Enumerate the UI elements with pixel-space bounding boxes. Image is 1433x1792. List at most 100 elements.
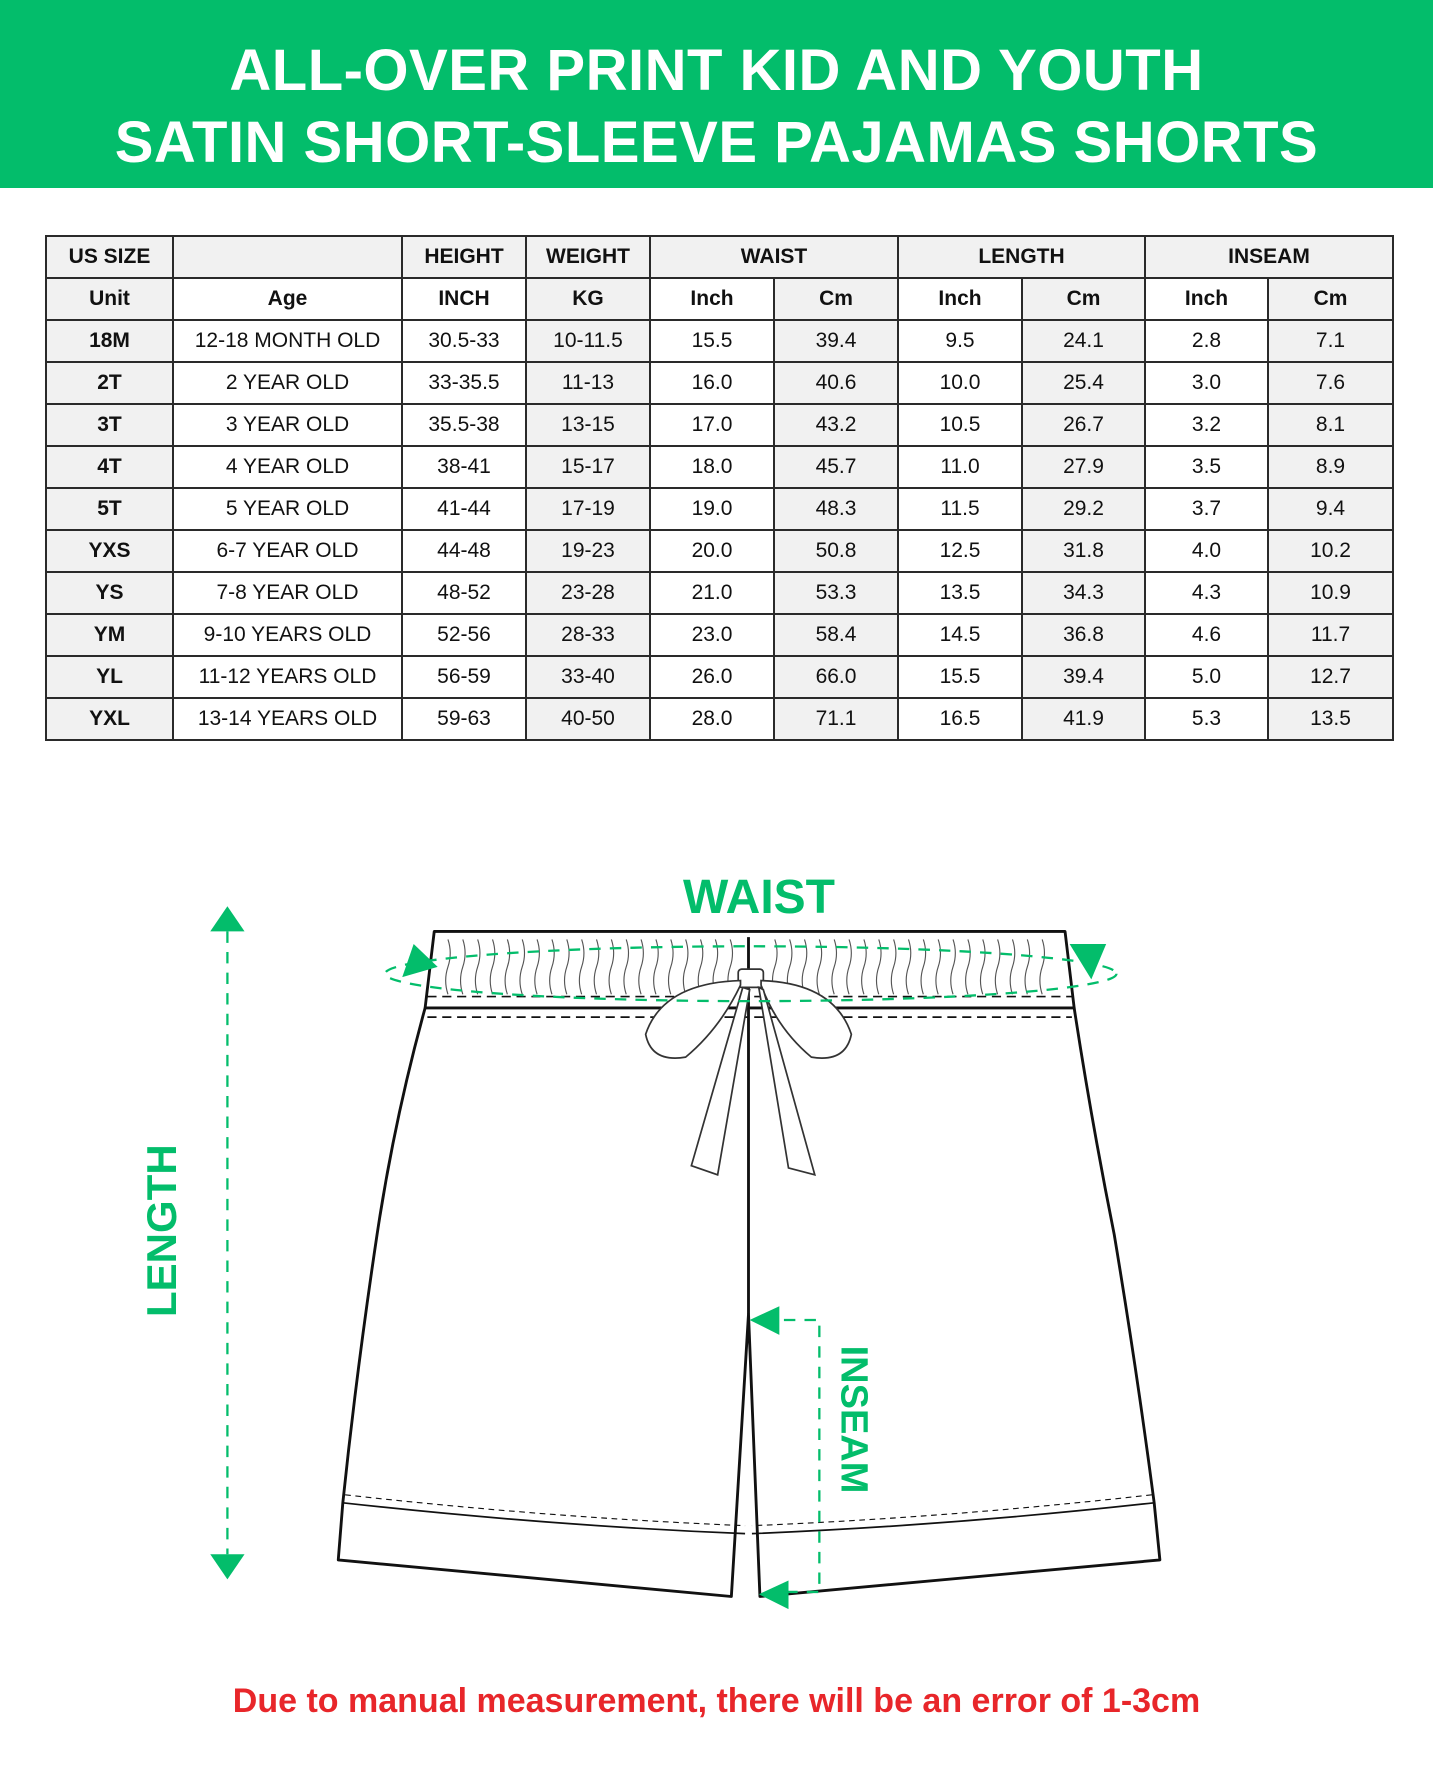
value-cell: 21.0: [649, 571, 775, 615]
value-cell: 10.0: [897, 361, 1023, 405]
table-row: 3T 3 YEAR OLD 35.5-38 13-15 17.0 43.2 10.5 26.7…: [45, 403, 1394, 447]
value-cell: 11.5: [897, 487, 1023, 531]
gather-line: [950, 939, 956, 995]
value-cell: 11.7: [1267, 613, 1394, 657]
value-cell: 50.8: [773, 529, 899, 573]
table-row: 4T 4 YEAR OLD 38-41 15-17 18.0 45.7 11.0 27.9 3.…: [45, 445, 1394, 489]
sub-header-cell: KG: [525, 277, 651, 321]
sub-header-cell: Inch: [649, 277, 775, 321]
value-cell: 10.9: [1267, 571, 1394, 615]
value-cell: 66.0: [773, 655, 899, 699]
value-cell: 44-48: [401, 529, 527, 573]
value-cell: 17-19: [525, 487, 651, 531]
value-cell: 56-59: [401, 655, 527, 699]
value-cell: 7.6: [1267, 361, 1394, 405]
value-cell: 29.2: [1021, 487, 1146, 531]
sub-header-cell: Unit: [45, 277, 174, 321]
size-cell: 5T: [45, 487, 174, 531]
group-header-cell: LENGTH: [897, 235, 1146, 279]
waist-measure-line: [383, 945, 1118, 1003]
value-cell: 23.0: [649, 613, 775, 657]
size-cell: YXL: [45, 697, 174, 741]
value-cell: 9.5: [897, 319, 1023, 363]
value-cell: 13.5: [897, 571, 1023, 615]
gather-line: [905, 939, 912, 995]
value-cell: 15.5: [897, 655, 1023, 699]
value-cell: 3.7: [1144, 487, 1269, 531]
value-cell: 48.3: [773, 487, 899, 531]
length-label: LENGTH: [138, 1144, 185, 1317]
length-arrow-up-icon: [210, 906, 245, 932]
value-cell: 7-8 YEAR OLD: [172, 571, 403, 615]
table-row: 5T 5 YEAR OLD 41-44 17-19 19.0 48.3 11.5 29.2 3.…: [45, 487, 1394, 531]
value-cell: 4.6: [1144, 613, 1269, 657]
value-cell: 12.7: [1267, 655, 1394, 699]
value-cell: 45.7: [773, 445, 899, 489]
table-row: YL 11-12 YEARS OLD 56-59 33-40 26.0 66.0 15.5 3…: [45, 655, 1394, 699]
gather-line: [1009, 939, 1016, 995]
inseam-measure-line: [763, 1318, 821, 1594]
value-cell: 13-15: [525, 403, 651, 447]
value-cell: 16.5: [897, 697, 1023, 741]
value-cell: 13-14 YEARS OLD: [172, 697, 403, 741]
gather-line: [890, 939, 897, 995]
gather-line: [519, 939, 526, 995]
size-chart-table: US SIZE HEIGHT WEIGHT WAIST LENGTH INSEAM Unit…: [45, 235, 1394, 741]
value-cell: 36.8: [1021, 613, 1146, 657]
length-arrow-down-icon: [210, 1554, 245, 1580]
gather-line: [920, 939, 927, 995]
value-cell: 15-17: [525, 445, 651, 489]
value-cell: 26.0: [649, 655, 775, 699]
value-cell: 28-33: [525, 613, 651, 657]
gather-line: [578, 939, 585, 995]
value-cell: 3.0: [1144, 361, 1269, 405]
value-cell: 31.8: [1021, 529, 1146, 573]
table-row: 2T 2 YEAR OLD 33-35.5 11-13 16.0 40.6 10.0 25.4…: [45, 361, 1394, 405]
value-cell: 71.1: [773, 697, 899, 741]
value-cell: 11-13: [525, 361, 651, 405]
value-cell: 15.5: [649, 319, 775, 363]
value-cell: 40.6: [773, 361, 899, 405]
value-cell: 17.0: [649, 403, 775, 447]
sub-header-cell: Inch: [1144, 277, 1269, 321]
value-cell: 2 YEAR OLD: [172, 361, 403, 405]
value-cell: 28.0: [649, 697, 775, 741]
inseam-arrow-top-icon: [749, 1306, 780, 1335]
value-cell: 11.0: [897, 445, 1023, 489]
gather-line: [593, 939, 600, 995]
value-cell: 20.0: [649, 529, 775, 573]
drawstring-bow: [644, 968, 853, 1177]
table-row: 18M 12-18 MONTH OLD 30.5-33 10-11.5 15.5 39.4…: [45, 319, 1394, 363]
size-cell: 18M: [45, 319, 174, 363]
waist-arrow-right-icon: [1069, 943, 1107, 980]
value-cell: 33-35.5: [401, 361, 527, 405]
value-cell: 48-52: [401, 571, 527, 615]
value-cell: 12-18 MONTH OLD: [172, 319, 403, 363]
group-header-cell: WAIST: [649, 235, 899, 279]
value-cell: 9.4: [1267, 487, 1394, 531]
value-cell: 2.8: [1144, 319, 1269, 363]
value-cell: 24.1: [1021, 319, 1146, 363]
gather-line: [1039, 939, 1046, 995]
value-cell: 6-7 YEAR OLD: [172, 529, 403, 573]
gather-line: [459, 939, 466, 995]
sub-header-cell: Age: [172, 277, 403, 321]
value-cell: 43.2: [773, 403, 899, 447]
size-cell: YM: [45, 613, 174, 657]
value-cell: 52-56: [401, 613, 527, 657]
gather-line: [682, 939, 689, 995]
value-cell: 12.5: [897, 529, 1023, 573]
value-cell: 3 YEAR OLD: [172, 403, 403, 447]
gather-line: [623, 939, 630, 995]
group-header-cell: INSEAM: [1144, 235, 1394, 279]
value-cell: 3.5: [1144, 445, 1269, 489]
gather-line: [563, 939, 570, 995]
sub-header-row: Unit Age INCH KG Inch Cm Inch Cm Inch Cm: [45, 277, 1394, 321]
value-cell: 23-28: [525, 571, 651, 615]
value-cell: 35.5-38: [401, 403, 527, 447]
sub-header-cell: Inch: [897, 277, 1023, 321]
shorts-outline: [336, 929, 1162, 1598]
value-cell: 18.0: [649, 445, 775, 489]
gather-line: [935, 939, 942, 995]
